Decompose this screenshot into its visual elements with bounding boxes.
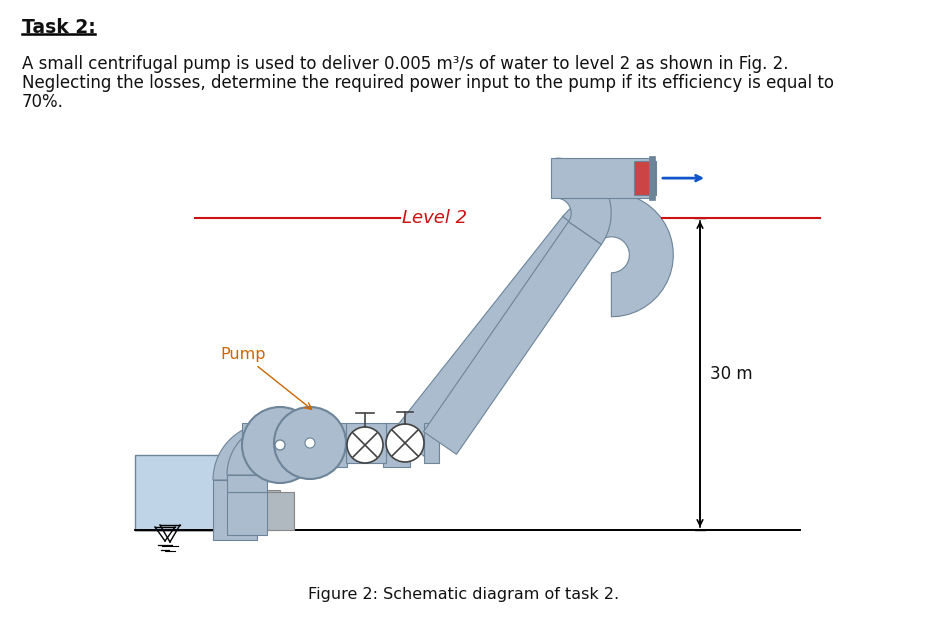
Text: Neglecting the losses, determine the required power input to the pump if its eff: Neglecting the losses, determine the req… <box>22 74 833 92</box>
Text: 70%.: 70%. <box>22 93 64 111</box>
Polygon shape <box>392 217 597 459</box>
Polygon shape <box>227 475 267 492</box>
Polygon shape <box>551 158 652 198</box>
FancyBboxPatch shape <box>140 460 240 530</box>
Text: A small centrifugal pump is used to deliver 0.005 m³/s of water to level 2 as sh: A small centrifugal pump is used to deli… <box>22 55 788 73</box>
Polygon shape <box>318 423 347 467</box>
FancyBboxPatch shape <box>648 156 654 200</box>
Polygon shape <box>424 423 438 463</box>
Circle shape <box>386 424 424 462</box>
Text: Figure 2: Schematic diagram of task 2.: Figure 2: Schematic diagram of task 2. <box>308 587 619 602</box>
FancyBboxPatch shape <box>222 492 294 530</box>
Polygon shape <box>383 423 410 467</box>
Polygon shape <box>562 193 673 317</box>
Polygon shape <box>227 492 267 535</box>
Polygon shape <box>227 423 279 475</box>
Circle shape <box>305 438 314 448</box>
Circle shape <box>274 440 285 450</box>
Circle shape <box>273 407 346 479</box>
Circle shape <box>242 407 318 483</box>
FancyBboxPatch shape <box>633 161 655 195</box>
Polygon shape <box>213 480 257 540</box>
Polygon shape <box>213 423 270 480</box>
Polygon shape <box>242 423 270 467</box>
Text: Task 2:: Task 2: <box>22 18 95 37</box>
FancyBboxPatch shape <box>215 490 280 530</box>
Text: Level 2: Level 2 <box>401 209 466 227</box>
Polygon shape <box>555 158 611 244</box>
FancyBboxPatch shape <box>134 455 245 530</box>
Polygon shape <box>273 423 279 463</box>
Circle shape <box>347 427 383 463</box>
Polygon shape <box>423 222 601 454</box>
Text: 30 m: 30 m <box>709 365 752 383</box>
Text: Pump: Pump <box>220 347 311 409</box>
Polygon shape <box>346 423 386 463</box>
